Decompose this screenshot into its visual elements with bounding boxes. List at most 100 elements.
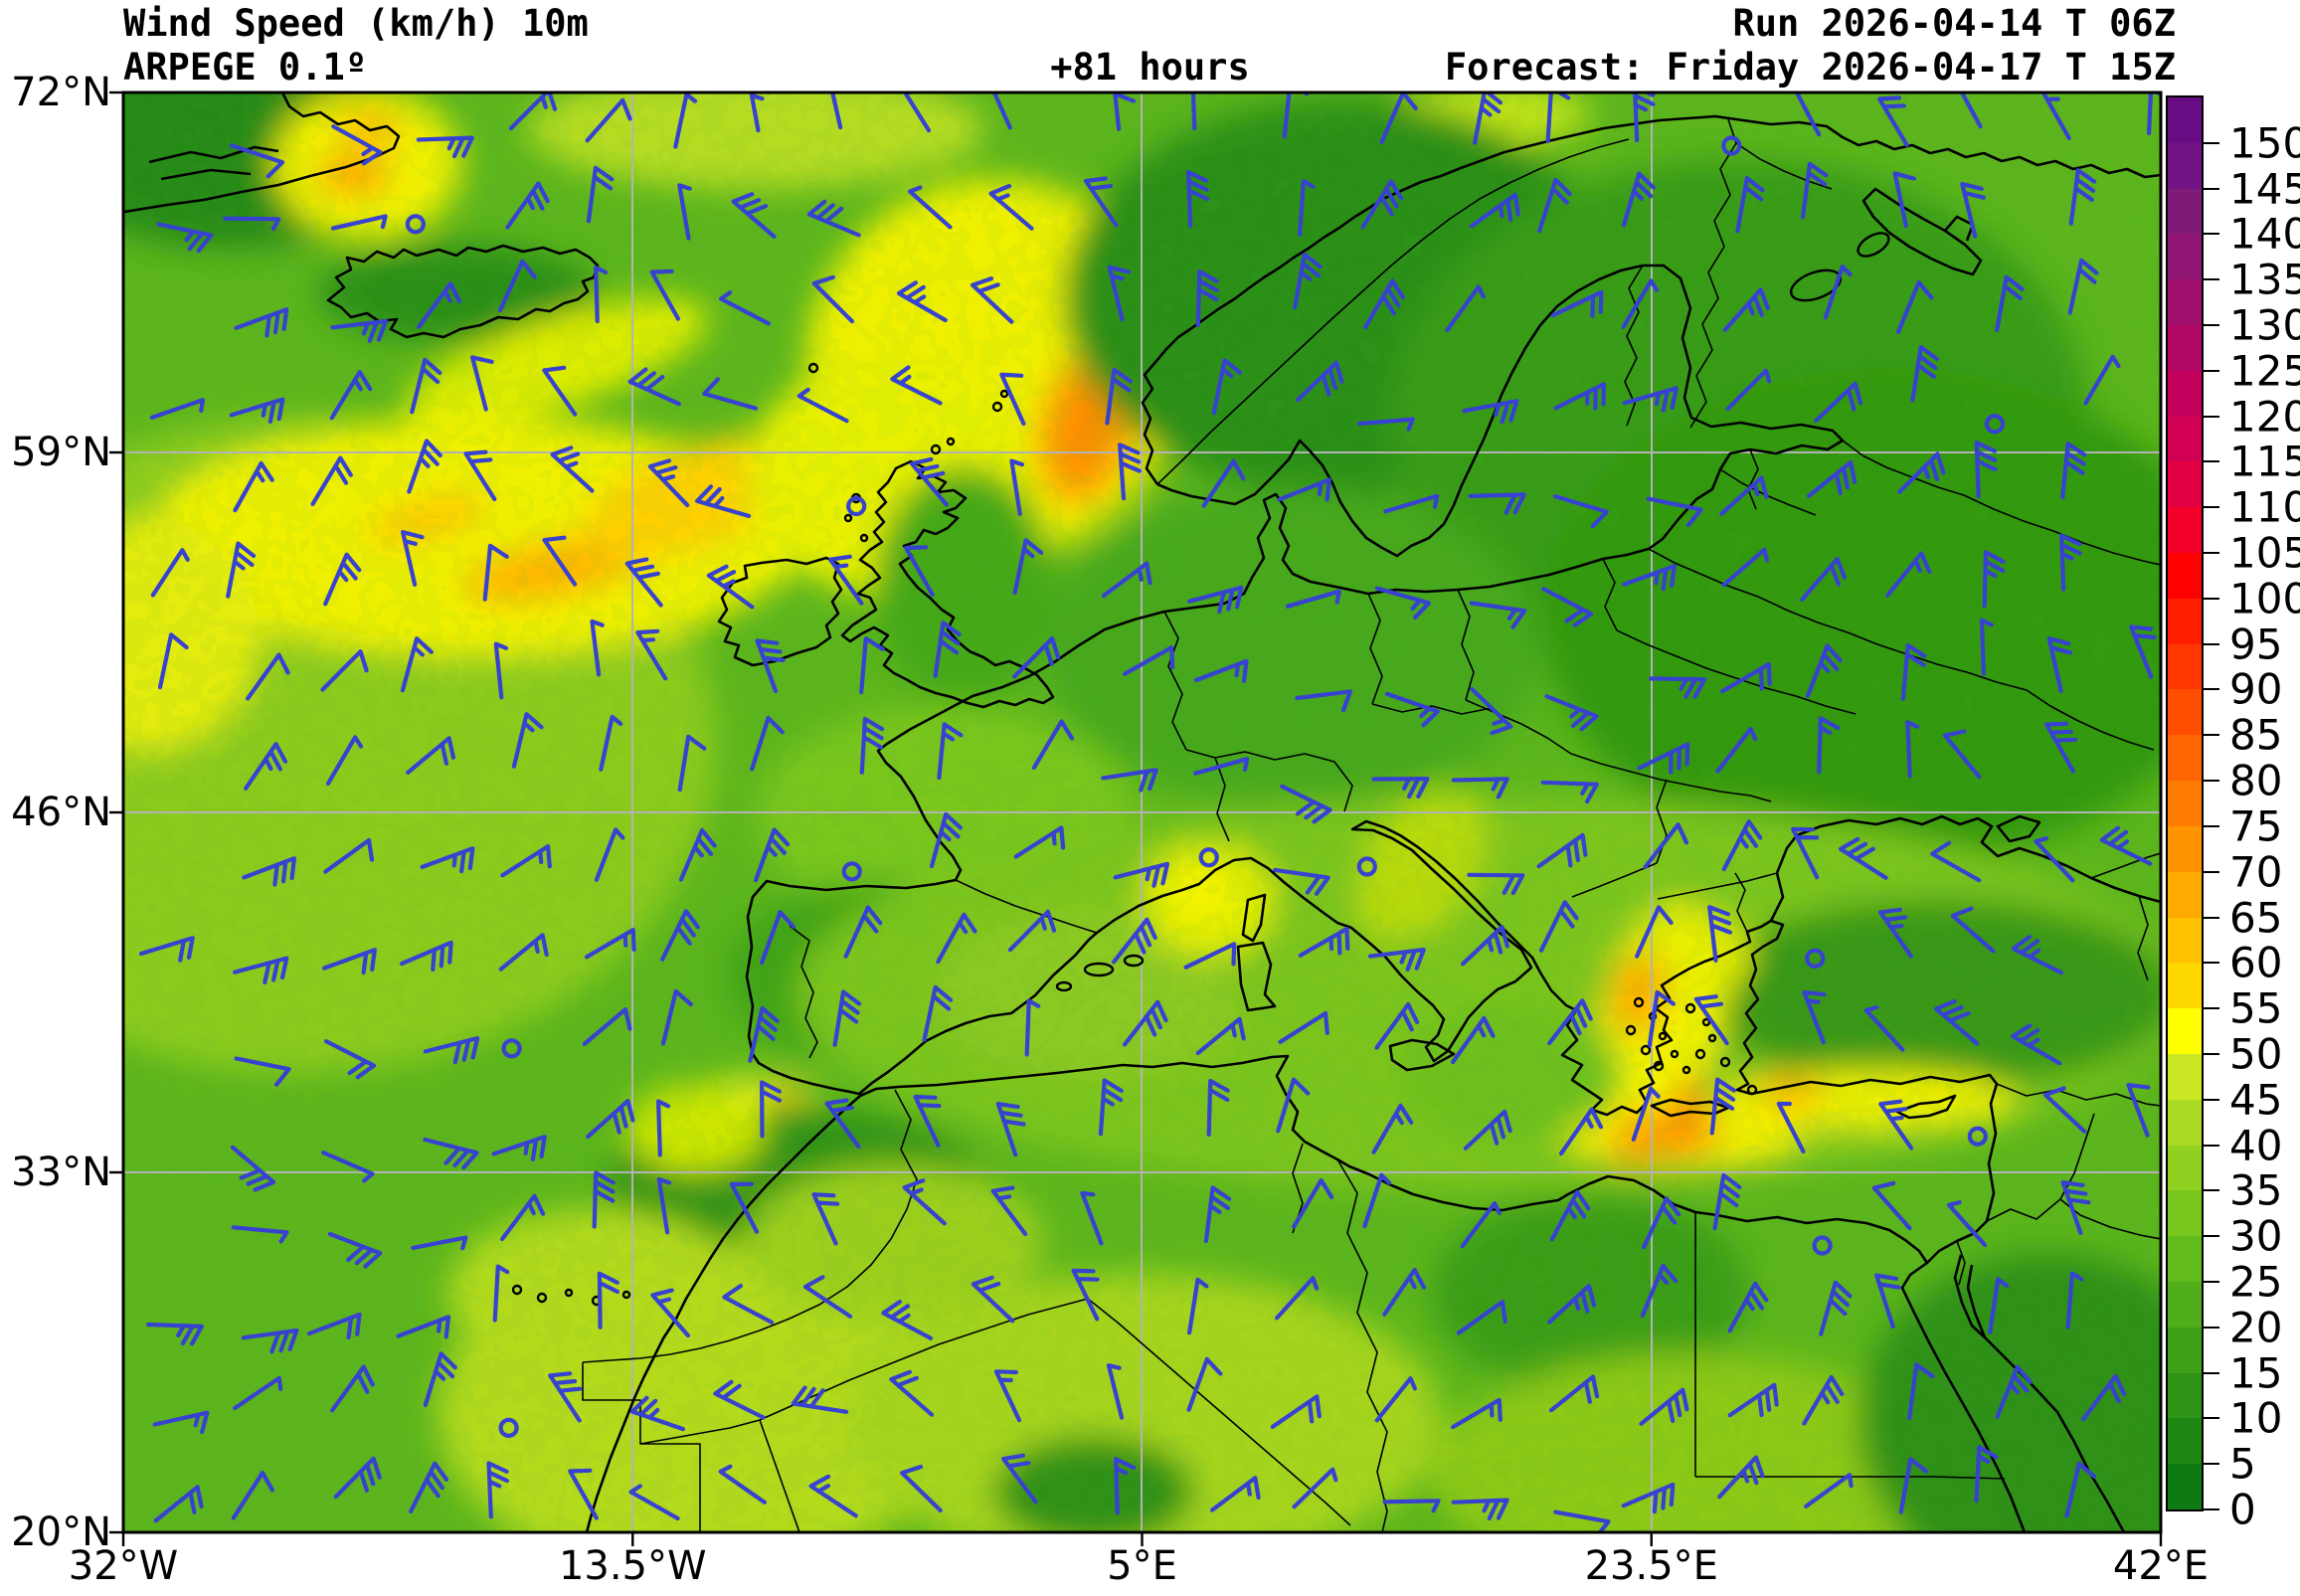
calm-wind-circle xyxy=(1721,135,1742,156)
lon-tick-label: 13.5°W xyxy=(558,1543,707,1589)
wind-barb xyxy=(2011,1023,2062,1066)
axis-ticks xyxy=(109,90,2163,1546)
colorbar xyxy=(2166,95,2204,1511)
wind-barb xyxy=(492,1264,510,1323)
calm-wind-circle xyxy=(1805,948,1826,969)
wind-barb xyxy=(650,1288,690,1338)
wind-barb xyxy=(548,1371,583,1423)
wind-barb xyxy=(1195,1016,1246,1056)
wind-barb xyxy=(1012,636,1061,679)
wind-barb xyxy=(145,1322,204,1346)
wind-barb xyxy=(1823,265,1853,320)
colorbar-tick xyxy=(2202,369,2219,372)
wind-barb xyxy=(585,97,632,143)
wind-barb xyxy=(233,1375,283,1411)
wind-barb xyxy=(890,365,943,406)
wind-barb xyxy=(702,377,759,411)
colorbar-segment xyxy=(2168,1145,2202,1191)
wind-barb xyxy=(1536,832,1588,869)
wind-barb xyxy=(1445,284,1486,333)
colorbar-tick-label: 75 xyxy=(2229,801,2283,851)
colorbar-tick xyxy=(2202,870,2219,873)
wind-barb xyxy=(2065,1271,2084,1330)
wind-barb xyxy=(1635,905,1674,959)
wind-barb xyxy=(1013,825,1066,859)
wind-barb xyxy=(678,827,717,882)
wind-barb xyxy=(423,1351,457,1408)
wind-barb xyxy=(695,484,752,518)
wind-barb xyxy=(1473,92,1503,145)
model-title: ARPEGE 0.1º xyxy=(123,46,368,89)
wind-barb xyxy=(1871,1180,1912,1231)
wind-barb xyxy=(1540,780,1599,804)
wind-barb xyxy=(594,266,609,324)
wind-barb xyxy=(234,1056,291,1087)
colorbar-segment xyxy=(2168,370,2202,417)
wind-barb xyxy=(1275,1276,1320,1321)
wind-barb xyxy=(1382,1499,1441,1513)
colorbar-segment xyxy=(2168,1235,2202,1282)
colorbar-tick-label: 95 xyxy=(2229,620,2283,669)
calm-wind-circle xyxy=(1812,1235,1833,1256)
wind-barb xyxy=(233,956,289,984)
colorbar-segment xyxy=(2168,96,2202,143)
wind-barb xyxy=(1363,278,1406,330)
colorbar-tick xyxy=(2202,824,2219,827)
colorbar-tick xyxy=(2202,1326,2219,1329)
wind-barb xyxy=(1101,561,1152,599)
wind-barb xyxy=(1622,564,1677,592)
wind-barbs xyxy=(138,92,2161,1532)
wind-barb xyxy=(1201,458,1246,508)
colorbar-segment xyxy=(2168,1417,2202,1465)
wind-barb xyxy=(811,1192,840,1246)
wind-barb xyxy=(2067,258,2099,315)
colorbar-tick xyxy=(2202,324,2219,327)
wind-barb xyxy=(1541,587,1594,627)
wind-barb xyxy=(230,1145,276,1192)
wind-barb xyxy=(1776,1101,1806,1154)
wind-barb xyxy=(1643,822,1689,869)
wind-barb xyxy=(1031,719,1075,771)
wind-barb xyxy=(1715,726,1758,774)
wind-barb xyxy=(1382,1267,1427,1317)
wind-barb xyxy=(760,1080,783,1139)
calm-wind-circle xyxy=(846,495,867,517)
colorbar-tick-label: 30 xyxy=(2229,1211,2283,1261)
wind-barb xyxy=(1360,179,1404,230)
wind-barb xyxy=(2129,624,2157,679)
wind-barb xyxy=(1080,1190,1104,1246)
wind-barb xyxy=(1012,538,1044,596)
wind-barb xyxy=(1462,399,1519,425)
wind-barb xyxy=(590,619,605,677)
colorbar-tick-label: 110 xyxy=(2229,482,2300,532)
wind-barb xyxy=(1451,1397,1503,1430)
wind-barb xyxy=(909,456,949,507)
wind-barb xyxy=(400,940,453,973)
wind-barb xyxy=(1270,1394,1322,1429)
wind-barb xyxy=(889,1369,934,1417)
wind-barb xyxy=(330,214,388,231)
wind-barb xyxy=(2081,1373,2127,1422)
wind-barb xyxy=(411,1235,468,1251)
wind-barb xyxy=(750,715,785,772)
colorbar-tick-label: 40 xyxy=(2229,1121,2283,1170)
colorbar-segment xyxy=(2168,1327,2202,1373)
wind-barb xyxy=(660,988,693,1046)
colorbar-tick-label: 105 xyxy=(2229,528,2300,578)
wind-barb xyxy=(1960,182,1986,239)
wind-barb xyxy=(1910,345,1939,403)
wind-barb xyxy=(649,268,681,321)
wind-barb xyxy=(1950,906,1996,954)
colorbar-tick xyxy=(2202,460,2219,463)
wind-barb xyxy=(753,827,791,883)
wind-barb xyxy=(1819,1280,1853,1336)
wind-barb xyxy=(1371,1103,1414,1154)
wind-barb xyxy=(1187,585,1244,615)
wind-barb xyxy=(760,910,796,966)
wind-barb xyxy=(1621,171,1656,228)
wind-barb xyxy=(1547,998,1593,1046)
wind-barb xyxy=(1979,618,1994,676)
calm-wind-circle xyxy=(1984,414,2006,435)
wind-barb xyxy=(470,355,494,412)
wind-barb xyxy=(1193,757,1250,776)
